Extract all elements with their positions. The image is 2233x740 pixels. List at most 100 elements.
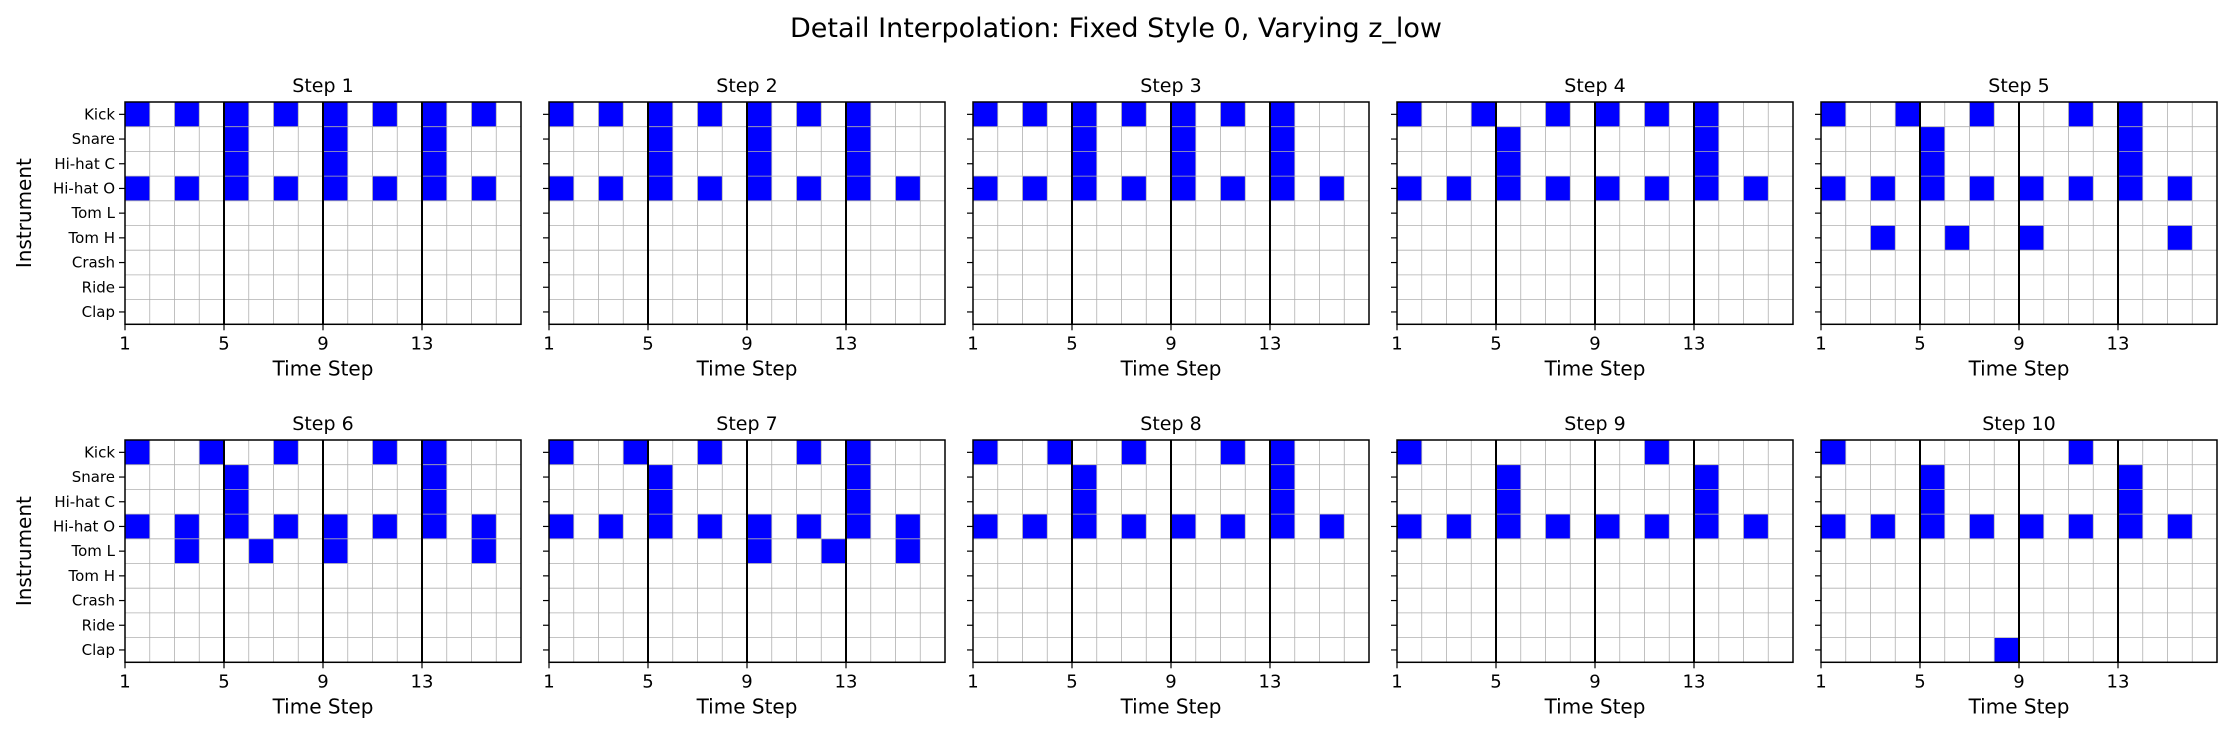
hit-cell [1694,126,1719,152]
panel-1: Step 1 Kick Snare Hi-hat C Hi-hat O Tom L Tom … [12,75,522,380]
hit-cell [1694,514,1719,539]
x-tick-label: 1 [119,671,130,692]
hit-cell [598,514,624,539]
hit-cell [1220,514,1246,539]
hit-cell [1121,440,1147,465]
hit-cell [1694,464,1719,490]
hit-cell [2118,464,2143,490]
hit-cell [1397,176,1422,201]
hit-cell [796,514,822,539]
panel-5: Step 5 1 5 9 13 Time Step [1815,75,2218,380]
hit-cell [1171,176,1196,201]
panel-title: Step 3 [1140,75,1201,97]
panel-title: Step 4 [1564,75,1625,97]
x-tick-label: 13 [2107,671,2130,692]
hit-cell [199,440,224,465]
x-axis-label: Time Step [1968,356,2070,380]
hit-cell [1821,176,1846,201]
panel-2: Step 2 1 5 9 13 Time Step [543,75,946,380]
hit-cell [323,176,348,201]
hit-cell [224,489,249,515]
hit-cell [1743,514,1769,539]
x-axis-label: Time Step [272,694,374,718]
hit-cell [973,176,998,201]
x-axis-label: Time Step [696,694,798,718]
hit-cell [224,514,249,539]
hit-cell [1072,489,1097,515]
x-tick-label: 9 [317,671,328,692]
hit-cell [372,440,398,465]
hit-cell [372,514,398,539]
hit-cell [796,176,822,201]
hit-cell [846,489,871,515]
hit-cell [422,102,447,127]
hit-cell [1920,151,1945,177]
hit-cell [846,464,871,490]
figure-title: Detail Interpolation: Fixed Style 0, Var… [790,13,1442,44]
hit-cell [422,514,447,539]
hit-cell [224,126,249,152]
x-tick-label: 5 [218,333,229,354]
panel-7: Step 7 1 5 9 13 Time Step [543,413,946,718]
panel-9: Step 9 1 5 9 13 Time Step [1391,413,1794,718]
hit-cell [1319,514,1345,539]
x-tick-label: 9 [741,333,752,354]
hit-cell [821,538,846,564]
hit-cell [1446,176,1472,201]
x-tick-label: 5 [642,333,653,354]
x-tick-label: 1 [119,333,130,354]
panels-group: Step 1 Kick Snare Hi-hat C Hi-hat O Tom L Tom … [12,75,2218,718]
panel-title: Step 5 [1988,75,2049,97]
panel-title: Step 6 [292,413,353,435]
hit-cell [1595,176,1620,201]
hit-cell [1969,514,1995,539]
hit-cell [895,176,921,201]
hit-cell [1821,514,1846,539]
hit-cell [1994,637,2019,663]
hit-cell [648,102,673,127]
hit-cell [1920,514,1945,539]
y-tick-label: Snare [72,130,115,148]
hit-cell [648,176,673,201]
x-tick-label: 13 [835,671,858,692]
hit-cell [747,514,772,539]
hit-cell [648,464,673,490]
hit-cell [846,151,871,177]
hit-cell [747,126,772,152]
x-tick-label: 5 [642,671,653,692]
x-tick-label: 13 [1683,333,1706,354]
x-axis-label: Time Step [1968,694,2070,718]
hit-cell [747,538,772,564]
hit-cell [1969,176,1995,201]
hit-cell [1220,440,1246,465]
x-axis-label: Time Step [1544,694,1646,718]
hit-cell [1694,151,1719,177]
hit-cell [1270,464,1295,490]
hit-cell [2068,176,2094,201]
hit-cell [648,126,673,152]
x-tick-label: 1 [967,671,978,692]
hit-cell [273,514,299,539]
hit-cell [846,514,871,539]
hit-cell [224,464,249,490]
x-tick-label: 9 [1165,671,1176,692]
hit-cell [273,440,299,465]
y-tick-label: Hi-hat C [54,155,115,173]
hit-cell [1920,489,1945,515]
hit-cell [648,514,673,539]
hit-cell [1595,102,1620,127]
hit-cell [1644,176,1670,201]
hit-cell [1471,102,1496,127]
hit-cell [2167,514,2193,539]
x-tick-label: 5 [1914,671,1925,692]
hit-cell [273,102,299,127]
y-tick-label: Kick [84,443,115,461]
hit-cell [1895,102,1920,127]
panel-title: Step 1 [292,75,353,97]
x-tick-label: 1 [1815,671,1826,692]
hit-cell [1072,151,1097,177]
y-tick-label: Clap [82,303,115,321]
hit-cell [2068,102,2094,127]
hit-cell [1022,176,1048,201]
hit-cell [846,102,871,127]
